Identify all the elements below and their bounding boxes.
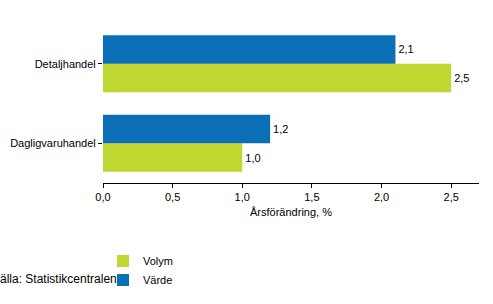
svg-text:2,0: 2,0 <box>374 191 389 203</box>
svg-text:1,0: 1,0 <box>245 152 260 164</box>
svg-text:Värde: Värde <box>143 274 172 286</box>
svg-text:2,5: 2,5 <box>444 191 459 203</box>
svg-text:2,1: 2,1 <box>398 43 413 55</box>
svg-text:1,2: 1,2 <box>273 123 288 135</box>
svg-text:0,5: 0,5 <box>165 191 180 203</box>
svg-text:Detaljhandel: Detaljhandel <box>35 58 96 70</box>
svg-text:Dagligvaruhandel: Dagligvaruhandel <box>10 137 96 149</box>
svg-text:Årsförändring, %: Årsförändring, % <box>250 206 332 218</box>
svg-text:Volym: Volym <box>143 255 173 267</box>
svg-text:2,5: 2,5 <box>454 72 469 84</box>
svg-text:1,5: 1,5 <box>304 191 319 203</box>
svg-text:Källa: Statistikcentralen: Källa: Statistikcentralen <box>0 272 117 286</box>
svg-text:0,0: 0,0 <box>95 191 110 203</box>
svg-text:1,0: 1,0 <box>235 191 250 203</box>
